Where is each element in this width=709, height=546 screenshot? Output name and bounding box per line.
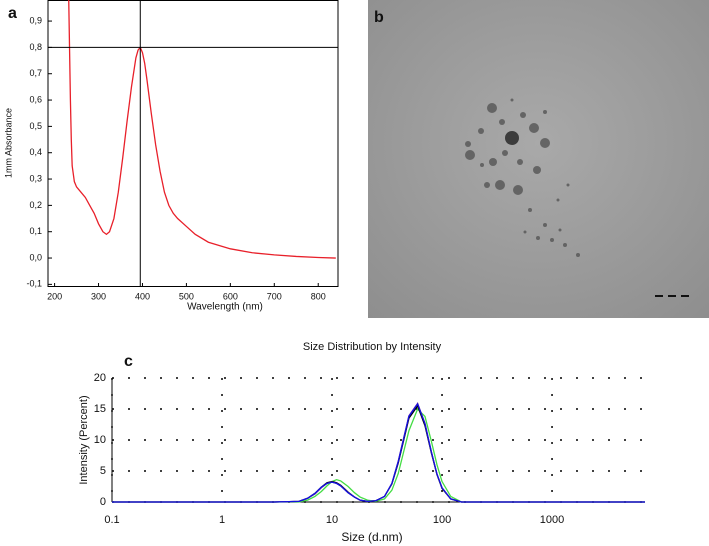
x-axis-title: Wavelength (nm) [187, 302, 263, 313]
x-tick-label: 200 [47, 291, 62, 301]
y-axis-title: Intensity (Percent) [78, 395, 90, 484]
x-tick-label: 0.1 [104, 514, 119, 526]
y-tick-label: 0,0 [29, 252, 42, 262]
x-tick-label: 100 [433, 514, 451, 526]
x-tick-label: 800 [311, 291, 326, 301]
x-tick-label: 500 [179, 291, 194, 301]
plot-frame [47, 0, 339, 287]
y-tick-label: 0 [100, 496, 106, 508]
panel-label: b [374, 9, 384, 26]
x-tick-label: 10 [326, 514, 338, 526]
y-axis-title: 1mm Absorbance [3, 108, 13, 178]
y-tick-label: 0,8 [29, 42, 42, 52]
y-tick-label: 0,7 [29, 68, 42, 78]
data-line [112, 402, 645, 503]
x-tick-label: 700 [267, 291, 282, 301]
y-tick-label: 5 [100, 465, 106, 477]
tem-image [368, 0, 709, 318]
y-tick-label: 0,1 [29, 226, 42, 236]
y-tick-label: 0,4 [29, 147, 42, 157]
x-tick-label: 1 [219, 514, 225, 526]
x-tick-label: 600 [223, 291, 238, 301]
x-axis-title: Size (d.nm) [341, 530, 402, 544]
chart-title: Size Distribution by Intensity [303, 341, 442, 353]
x-tick-label: 300 [91, 291, 106, 301]
y-tick-label: 15 [94, 403, 106, 415]
x-tick-label: 400 [135, 291, 150, 301]
y-tick-label: 0,2 [29, 200, 42, 210]
y-tick-label: 20 [94, 372, 106, 384]
data-line [112, 402, 645, 503]
panel-label: c [124, 353, 133, 370]
y-tick-label: 10 [94, 434, 106, 446]
data-line [68, 0, 336, 259]
y-tick-label: 0,3 [29, 173, 42, 183]
y-tick-label: 0,6 [29, 94, 42, 104]
data-line [112, 407, 645, 503]
y-tick-label: -0,1 [26, 279, 42, 289]
x-tick-label: 1000 [540, 514, 564, 526]
panel-label: a [8, 5, 17, 22]
y-tick-label: 0,5 [29, 121, 42, 131]
data-line [112, 404, 645, 503]
y-tick-label: 0,9 [29, 15, 42, 25]
